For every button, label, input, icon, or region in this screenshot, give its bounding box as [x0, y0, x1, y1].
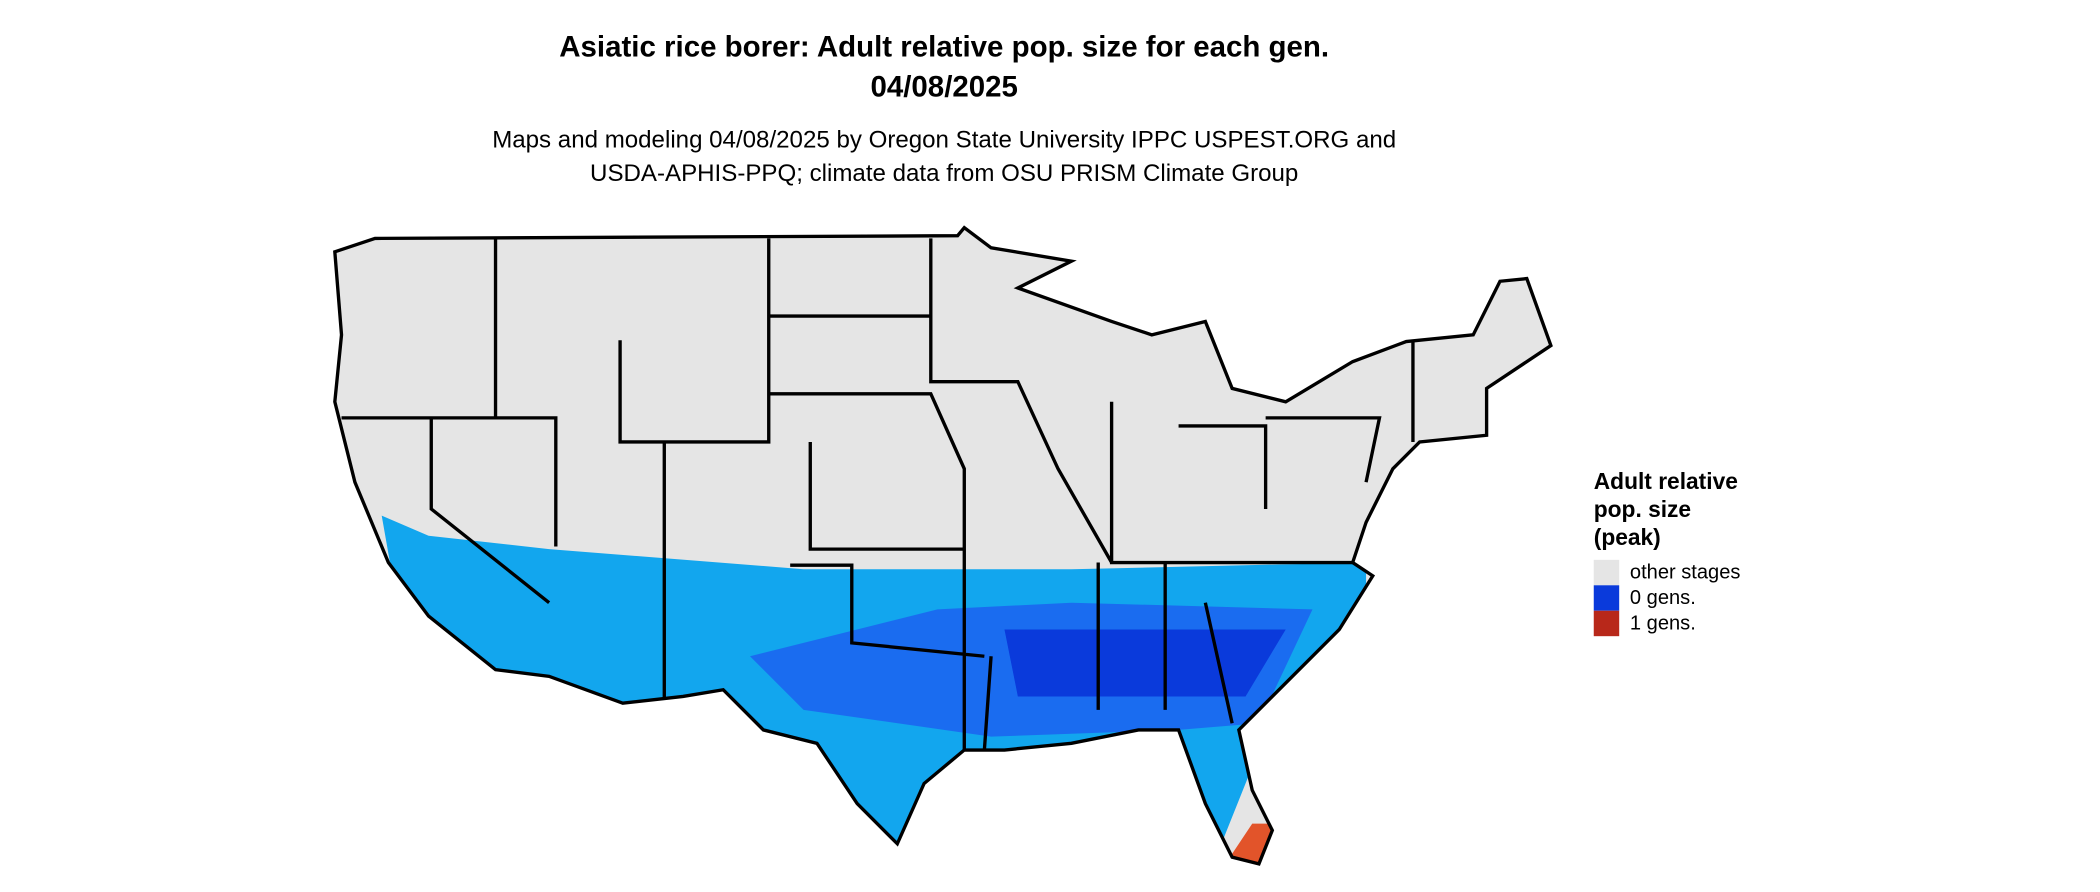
legend-title: pop. size — [1594, 496, 1691, 522]
legend-label: other stages — [1630, 562, 1741, 584]
subtitle: Maps and modeling 04/08/2025 by Oregon S… — [492, 126, 1396, 153]
title-date: 04/08/2025 — [870, 70, 1017, 103]
title: Asiatic rice borer: Adult relative pop. … — [559, 30, 1329, 63]
zone-dark — [1004, 629, 1286, 697]
legend-title: Adult relative — [1594, 468, 1738, 494]
legend-swatch — [1593, 610, 1620, 637]
legend-swatch — [1593, 585, 1620, 611]
subtitle: USDA-APHIS-PPQ; climate data from OSU PR… — [590, 160, 1298, 187]
state-lines — [341, 238, 1415, 751]
map — [333, 226, 1553, 866]
legend-label: 1 gens. — [1630, 612, 1696, 634]
legend-label: 0 gens. — [1630, 587, 1696, 609]
zone-red — [1212, 823, 1280, 864]
legend-swatch — [1593, 559, 1620, 586]
legend-title: (peak) — [1594, 524, 1661, 550]
